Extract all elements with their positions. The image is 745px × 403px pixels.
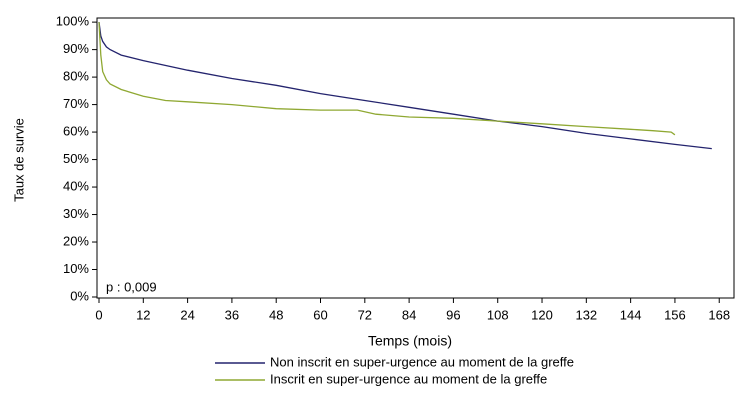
x-tick-label: 84 xyxy=(402,307,416,322)
x-tick-label: 36 xyxy=(225,307,239,322)
x-tick-label: 144 xyxy=(620,307,642,322)
x-tick-label: 108 xyxy=(487,307,509,322)
x-tick-label: 96 xyxy=(446,307,460,322)
x-tick-label: 12 xyxy=(136,307,150,322)
y-tick-label: 0% xyxy=(70,288,89,303)
x-tick-label: 60 xyxy=(313,307,327,322)
y-tick-label: 20% xyxy=(63,233,89,248)
legend-label: Inscrit en super-urgence au moment de la… xyxy=(270,371,547,386)
y-tick-label: 10% xyxy=(63,261,89,276)
y-axis-label: Taux de survie xyxy=(11,118,26,202)
x-tick-label: 120 xyxy=(531,307,553,322)
annotation: p : 0,009 xyxy=(106,279,157,294)
x-tick-label: 24 xyxy=(180,307,194,322)
series-line xyxy=(98,22,712,150)
legend-label: Non inscrit en super-urgence au moment d… xyxy=(270,354,574,369)
x-tick-label: 0 xyxy=(95,307,102,322)
y-tick-label: 70% xyxy=(63,96,89,111)
x-tick-label: 132 xyxy=(575,307,597,322)
x-tick-label: 156 xyxy=(664,307,686,322)
series-line xyxy=(98,22,676,136)
y-tick-label: 100% xyxy=(56,14,90,29)
x-tick-label: 48 xyxy=(269,307,283,322)
x-axis-label: Temps (mois) xyxy=(368,333,452,349)
y-tick-label: 80% xyxy=(63,69,89,84)
y-tick-label: 30% xyxy=(63,206,89,221)
plot-frame xyxy=(96,17,735,299)
y-tick-label: 90% xyxy=(63,41,89,56)
y-tick-label: 50% xyxy=(63,151,89,166)
x-tick-label: 168 xyxy=(708,307,730,322)
y-tick-label: 60% xyxy=(63,124,89,139)
x-tick-label: 72 xyxy=(358,307,372,322)
y-tick-label: 40% xyxy=(63,178,89,193)
